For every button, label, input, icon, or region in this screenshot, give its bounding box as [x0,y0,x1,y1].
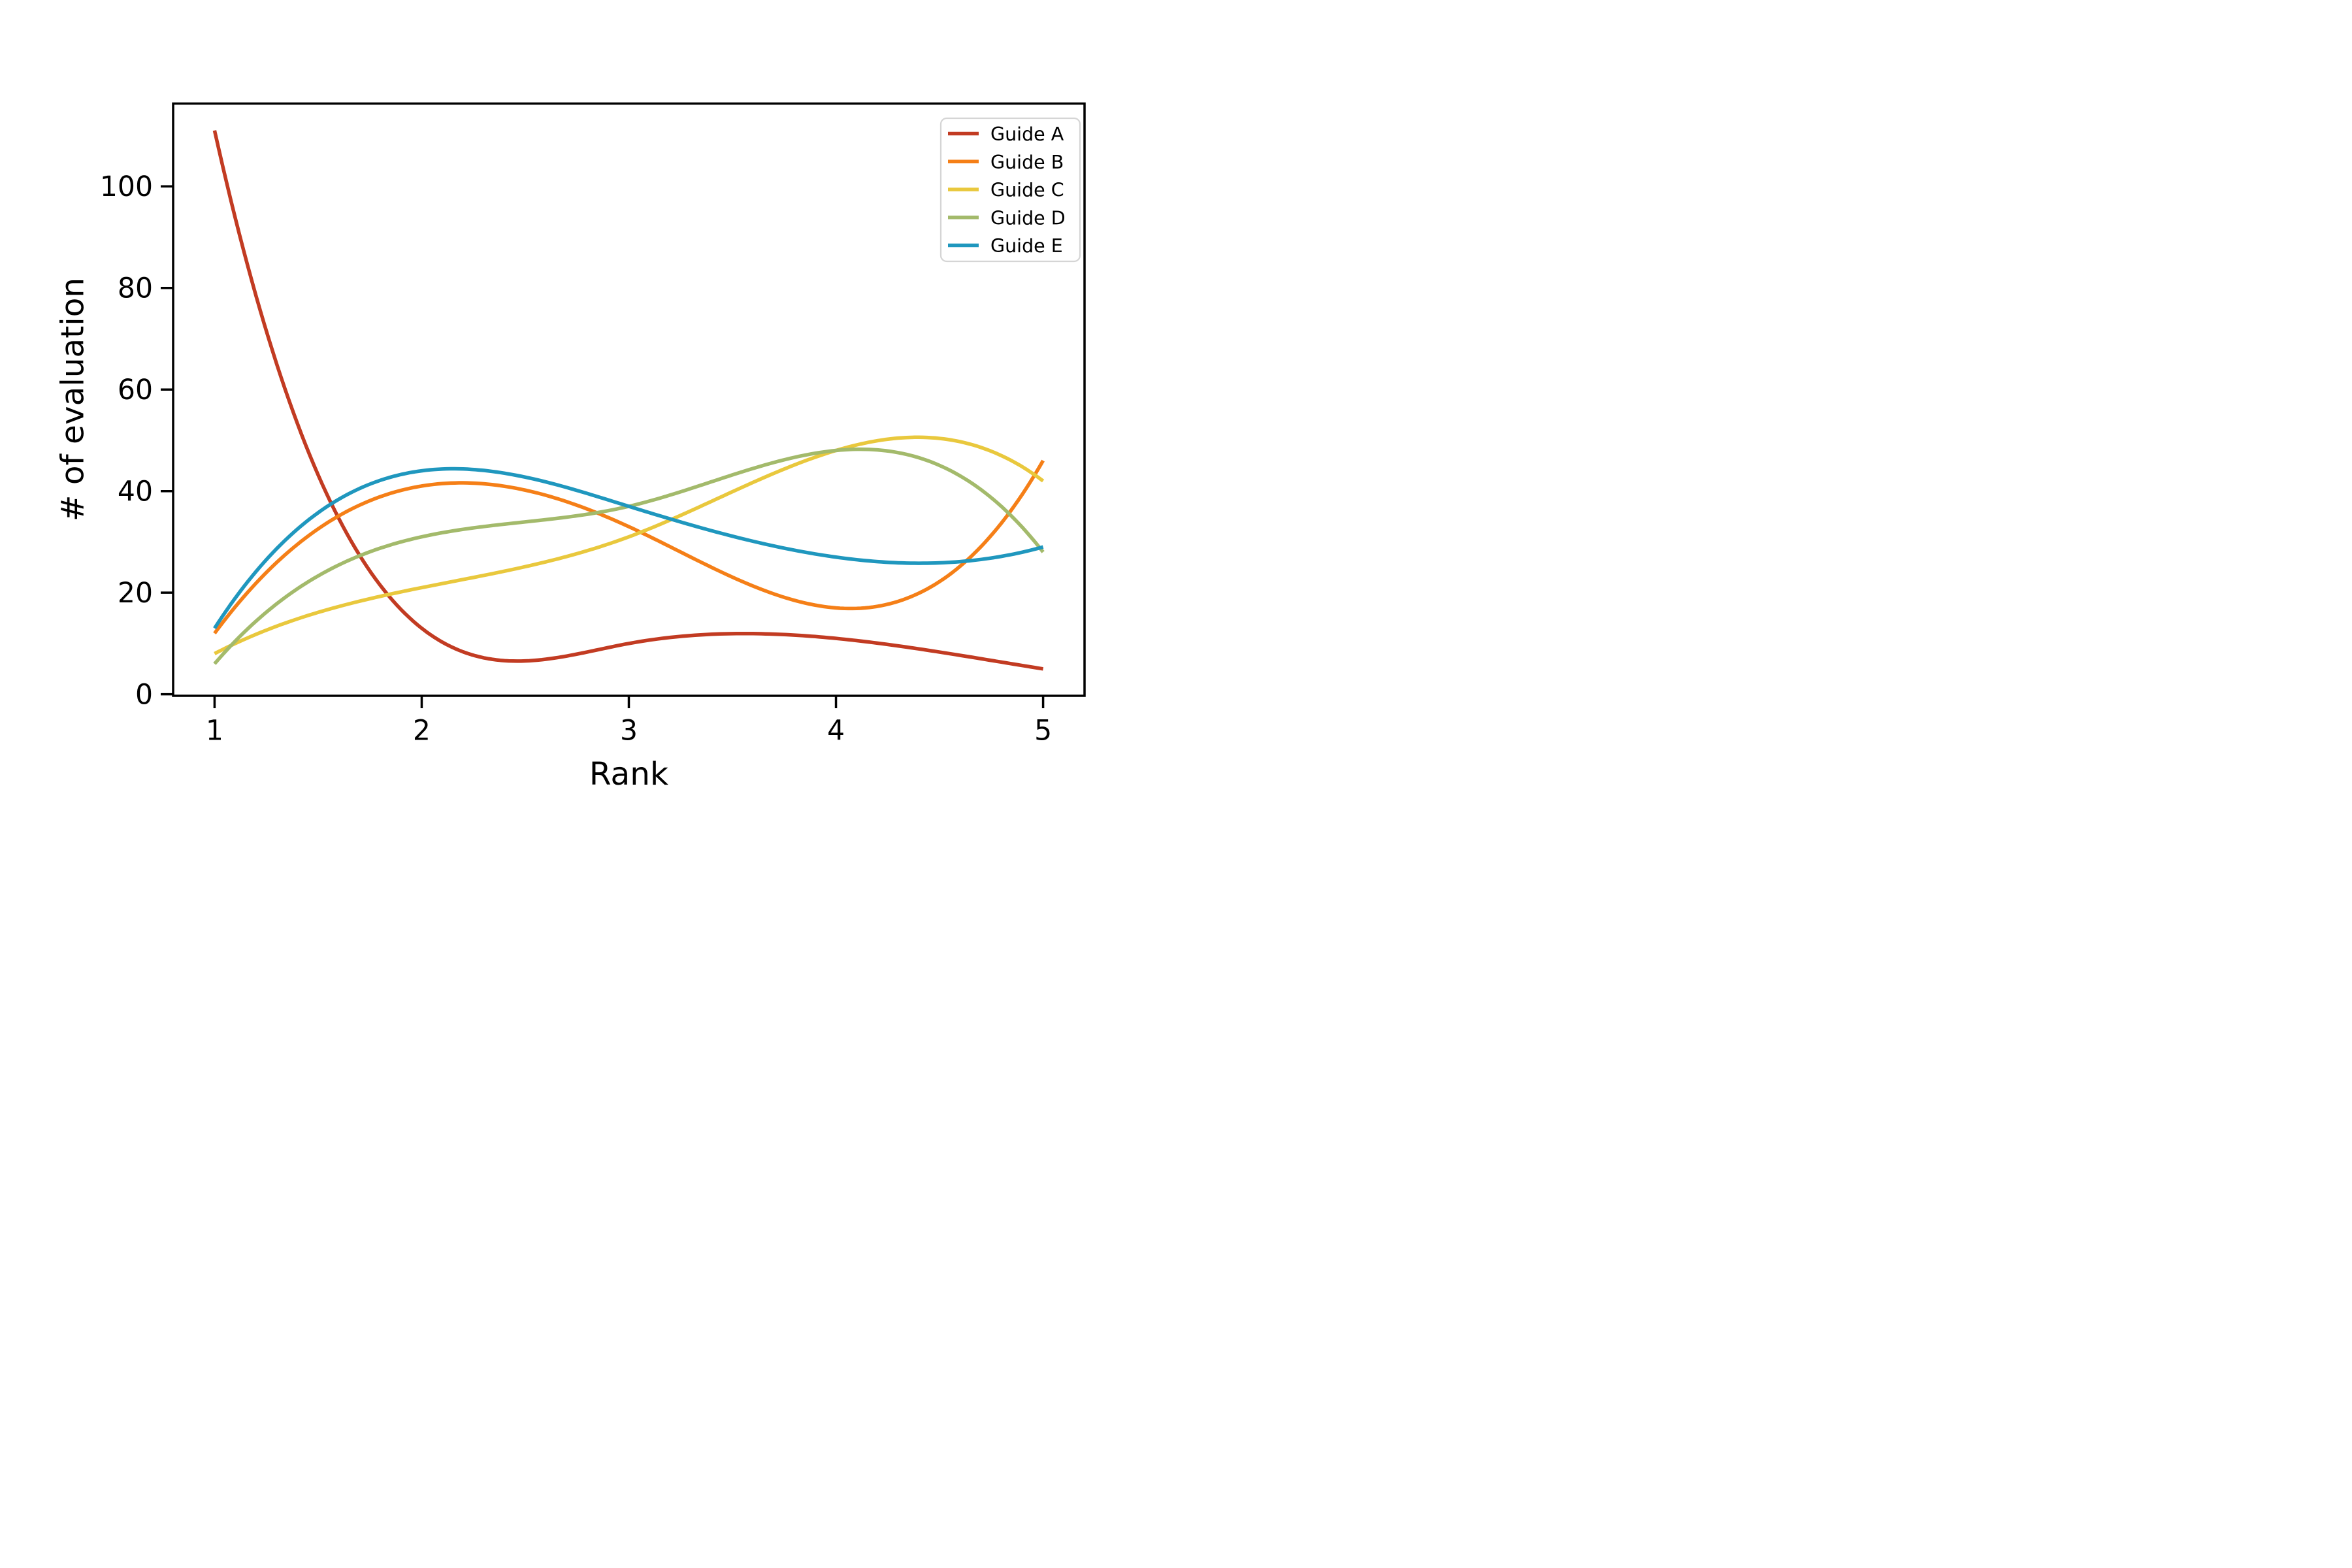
legend-item: Guide A [948,123,1064,145]
x-axis-ticks: 1 2 3 4 5 [206,696,1052,747]
legend-item: Guide B [948,152,1064,173]
legend-label: Guide A [990,123,1064,145]
y-tick-label: 0 [135,679,153,711]
y-tick-label: 40 [118,476,153,508]
x-tick-label: 3 [620,715,638,747]
y-tick-label: 80 [118,273,153,305]
x-tick-label: 1 [206,715,223,747]
legend-item: Guide D [948,207,1066,229]
series-line-guide-e [213,466,1044,630]
x-axis-label: Rank [589,756,668,792]
y-axis-ticks: 0 20 40 60 80 100 [100,171,173,711]
y-tick-label: 60 [118,374,153,406]
legend-item: Guide C [948,180,1064,201]
legend-label: Guide E [990,235,1063,257]
series-line-guide-a [212,130,1044,671]
x-tick-label: 4 [827,715,845,747]
legend-label: Guide B [990,152,1064,173]
legend-label: Guide C [990,180,1064,201]
y-tick-label: 20 [118,578,153,610]
y-axis-label: # of evaluation [55,278,91,521]
x-tick-label: 2 [413,715,431,747]
legend-box [939,117,1081,263]
series-line-guide-c [214,435,1045,655]
y-tick-label: 100 [100,171,153,203]
legend: Guide A Guide B Guide C Guide D Guide E [939,117,1081,263]
legend-label: Guide D [990,207,1066,229]
series-group [212,130,1045,671]
legend-item: Guide E [948,235,1063,257]
series-line-guide-b [213,459,1045,635]
x-tick-label: 5 [1034,715,1052,747]
